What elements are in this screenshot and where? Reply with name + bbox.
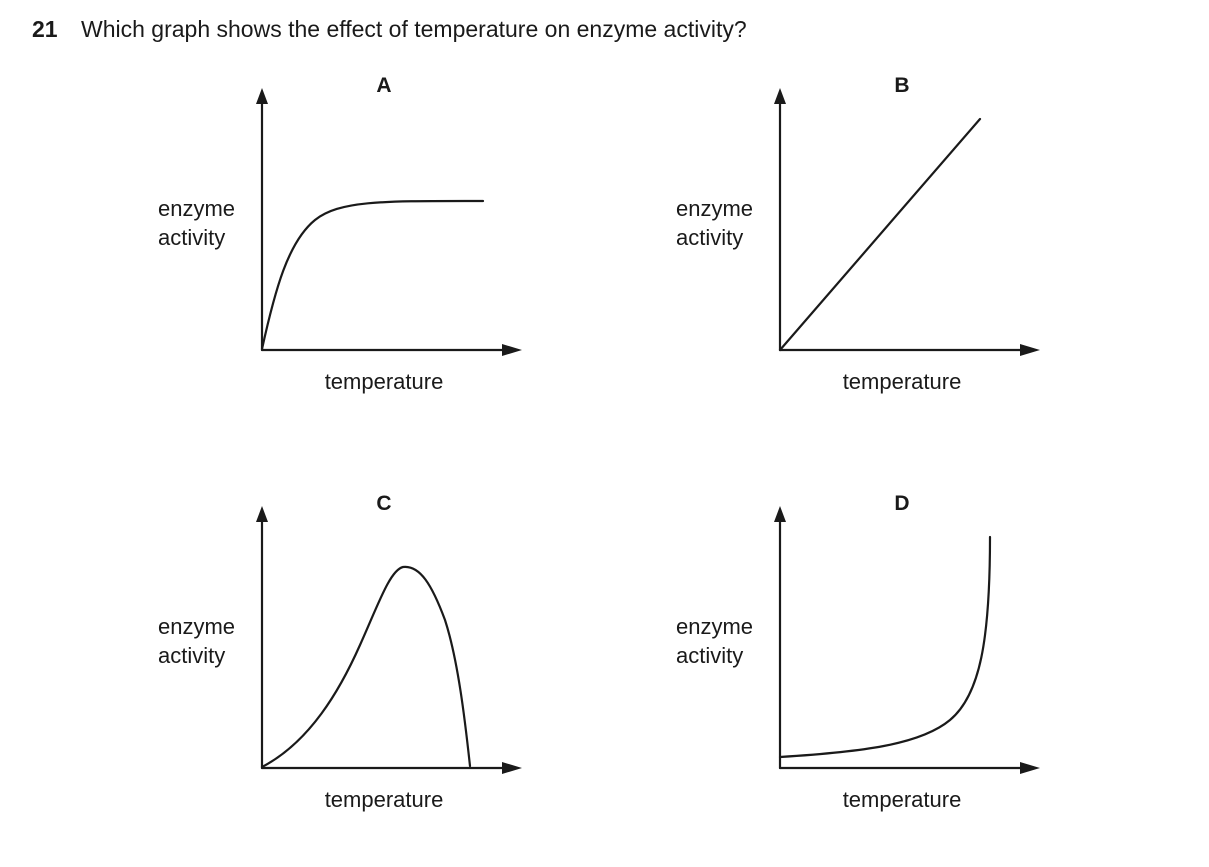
y-label-line-2: activity (158, 643, 226, 668)
option-c-letter: C (376, 492, 392, 515)
option-a-x-label: temperature (324, 369, 444, 394)
curve-peak (260, 565, 472, 769)
x-axis-arrowhead (1020, 344, 1040, 356)
y-label-line-1: enzyme (158, 614, 236, 639)
y-label-line-2: activity (676, 225, 744, 250)
y-label-line-1: enzyme (676, 196, 754, 221)
option-d-x-label: temperature (842, 787, 962, 812)
option-b-x-label: temperature (842, 369, 962, 394)
y-label-line-1: enzyme (676, 614, 754, 639)
y-label-line-1: enzyme (158, 196, 236, 221)
curve-linear (778, 117, 982, 352)
option-c-x-label: temperature (324, 787, 444, 812)
option-c-y-label: enzyme activity (158, 612, 235, 670)
question-stem: Which graph shows the effect of temperat… (81, 16, 747, 42)
curve-plateau (260, 199, 485, 351)
option-b-y-label: enzyme activity (676, 194, 753, 252)
option-b-letter: B (894, 74, 910, 97)
x-axis-arrowhead (502, 344, 522, 356)
option-d-y-label: enzyme activity (676, 612, 753, 670)
question-text-block: 21 Which graph shows the effect of temper… (32, 14, 747, 44)
y-axis-arrowhead (256, 506, 268, 522)
y-axis-arrowhead (774, 88, 786, 104)
y-label-line-2: activity (676, 643, 744, 668)
y-axis-arrowhead (256, 88, 268, 104)
x-axis-arrowhead (502, 762, 522, 774)
x-axis-arrowhead (1020, 762, 1040, 774)
option-a-y-label: enzyme activity (158, 194, 235, 252)
question-number: 21 (32, 16, 58, 42)
y-axis-arrowhead (774, 506, 786, 522)
y-label-line-2: activity (158, 225, 226, 250)
option-a-letter: A (376, 74, 392, 97)
option-d-letter: D (894, 492, 910, 515)
curve-exponential (778, 535, 992, 759)
